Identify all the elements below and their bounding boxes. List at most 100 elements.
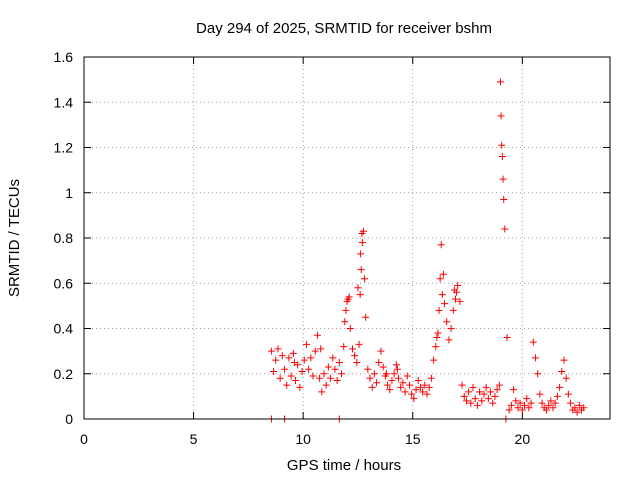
x-tick-label: 5 bbox=[190, 431, 198, 447]
y-tick-label: 1.6 bbox=[54, 49, 74, 65]
data-point bbox=[353, 358, 361, 366]
x-tick-labels: 0 5 10 15 20 bbox=[80, 431, 530, 447]
data-point bbox=[443, 318, 451, 326]
data-point bbox=[392, 361, 400, 369]
data-point bbox=[333, 377, 341, 385]
data-point bbox=[386, 386, 394, 394]
y-tick-label: 1.2 bbox=[54, 140, 74, 156]
data-point bbox=[399, 379, 407, 387]
data-point bbox=[439, 270, 447, 278]
data-point bbox=[300, 356, 308, 364]
data-point bbox=[536, 390, 544, 398]
data-point bbox=[313, 331, 321, 339]
data-point bbox=[491, 392, 499, 400]
data-point bbox=[274, 345, 282, 353]
data-point bbox=[423, 390, 431, 398]
data-point bbox=[460, 392, 468, 400]
data-point bbox=[345, 293, 353, 301]
data-point bbox=[302, 340, 310, 348]
data-point bbox=[405, 381, 413, 389]
data-point bbox=[510, 386, 518, 394]
data-point bbox=[384, 381, 392, 389]
y-tick-label: 1 bbox=[65, 185, 73, 201]
data-point bbox=[298, 367, 306, 375]
data-point bbox=[290, 358, 298, 366]
plot-frame bbox=[83, 56, 611, 420]
data-point bbox=[305, 365, 313, 373]
data-point bbox=[375, 358, 383, 366]
data-point bbox=[388, 377, 396, 385]
data-point bbox=[356, 291, 364, 299]
data-point bbox=[473, 401, 481, 409]
data-point bbox=[390, 370, 398, 378]
data-point bbox=[335, 358, 343, 366]
data-point bbox=[527, 399, 535, 407]
grid bbox=[84, 57, 610, 419]
data-point bbox=[434, 329, 442, 337]
data-point bbox=[341, 318, 349, 326]
data-point bbox=[348, 345, 356, 353]
data-point bbox=[498, 153, 506, 161]
data-point bbox=[324, 363, 332, 371]
data-point bbox=[497, 112, 505, 120]
data-point bbox=[296, 383, 304, 391]
data-point bbox=[465, 388, 473, 396]
data-point bbox=[358, 229, 366, 237]
data-point bbox=[283, 381, 291, 389]
data-point bbox=[358, 239, 366, 247]
data-point bbox=[355, 340, 363, 348]
x-tick-label: 15 bbox=[405, 431, 421, 447]
data-point bbox=[564, 390, 572, 398]
data-point bbox=[529, 338, 537, 346]
data-point bbox=[377, 347, 385, 355]
data-point bbox=[575, 401, 583, 409]
data-point bbox=[449, 306, 457, 314]
data-point bbox=[480, 390, 488, 398]
x-tick-label: 10 bbox=[295, 431, 311, 447]
data-point bbox=[496, 78, 504, 86]
data-point bbox=[272, 356, 280, 364]
y-tick-label: 0.2 bbox=[54, 366, 74, 382]
data-point bbox=[523, 395, 531, 403]
data-point bbox=[370, 370, 378, 378]
data-point bbox=[329, 354, 337, 362]
data-point bbox=[320, 370, 328, 378]
data-point bbox=[478, 397, 486, 405]
x-axis-label: GPS time / hours bbox=[287, 457, 401, 474]
data-point bbox=[414, 377, 422, 385]
data-point bbox=[500, 196, 508, 204]
data-point bbox=[489, 399, 497, 407]
data-point bbox=[499, 175, 507, 183]
data-point bbox=[327, 374, 335, 382]
data-point bbox=[311, 347, 319, 355]
data-point bbox=[458, 381, 466, 389]
data-point bbox=[366, 374, 374, 382]
y-tick-label: 0.6 bbox=[54, 275, 74, 291]
data-point bbox=[331, 365, 339, 373]
data-point bbox=[553, 392, 561, 400]
data-point bbox=[501, 225, 509, 233]
data-point bbox=[545, 401, 553, 409]
data-point bbox=[445, 336, 453, 344]
data-point bbox=[281, 365, 289, 373]
data-point bbox=[505, 406, 513, 414]
y-tick-label: 0 bbox=[65, 411, 73, 427]
data-point bbox=[412, 386, 420, 394]
data-point bbox=[521, 401, 529, 409]
data-point bbox=[342, 306, 350, 314]
data-point bbox=[562, 374, 570, 382]
data-point bbox=[416, 383, 424, 391]
data-point bbox=[410, 395, 418, 403]
y-tick-labels: 0 0.2 0.4 0.6 0.8 1 1.2 1.4 1.6 bbox=[54, 49, 74, 427]
data-point bbox=[351, 352, 359, 360]
data-point bbox=[291, 377, 299, 385]
data-point bbox=[401, 388, 409, 396]
data-point bbox=[456, 297, 464, 305]
y-tick-label: 0.8 bbox=[54, 230, 74, 246]
data-point bbox=[343, 297, 351, 305]
data-point bbox=[346, 325, 354, 332]
data-point bbox=[503, 334, 511, 342]
data-point bbox=[516, 399, 524, 407]
data-point bbox=[373, 379, 381, 387]
